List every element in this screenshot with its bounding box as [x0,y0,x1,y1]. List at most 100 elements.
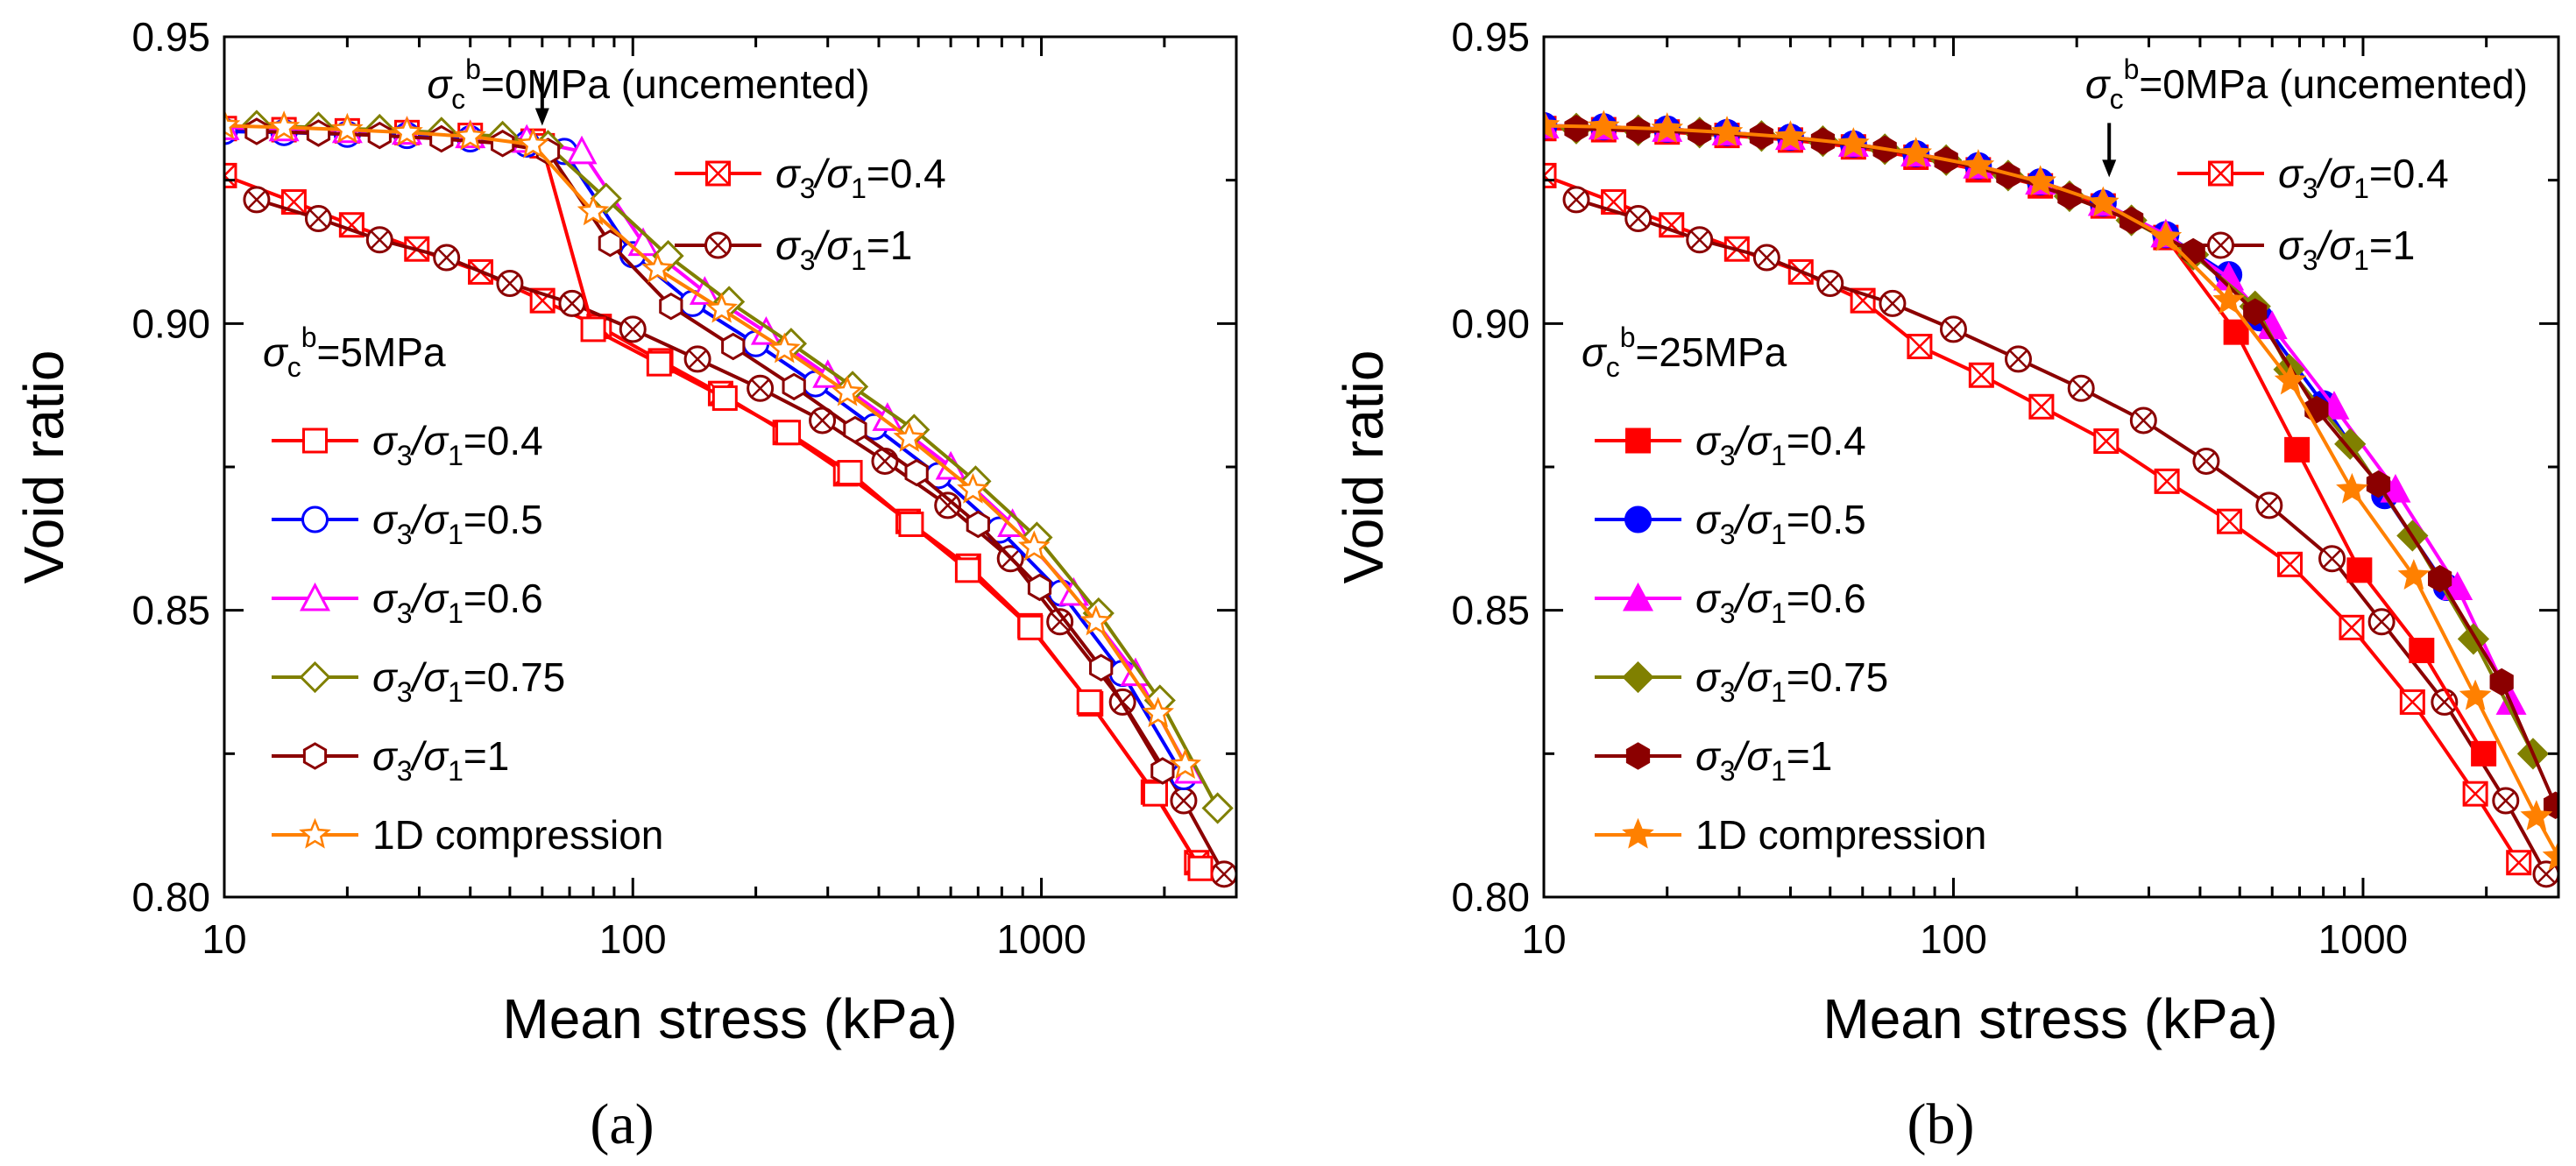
legend-uncemented-s3-s1-1: σ3/σ1=1 [675,223,912,276]
x-tick-label: 1000 [2318,916,2408,962]
series-cemented-s3-s1-1-point [1626,116,1651,145]
series-cemented-s3-s1-1-point [782,372,806,401]
series-cemented-s3-s1-0-6-point [566,135,598,165]
y-tick-label: 0.80 [131,874,210,920]
legend-uncemented-s3-s1-0-4-swatch-marker-cross [2208,161,2233,186]
legend-cemented-1d-compression: 1D compression [1595,812,1986,858]
series-cemented-1d-compression [1544,109,2558,871]
series-uncemented-s3-s1-0-4-point-cross [1544,163,1556,188]
series-cemented-1d-compression-point [1774,120,1807,152]
legend-uncemented-s3-s1-1-swatch-marker-cross [2211,236,2231,255]
series-cemented-1d-compression-point [331,112,364,144]
legend-cemented-s3-s1-1: σ3/σ1=1 [272,733,509,787]
series-cemented-s3-s1-1-point [1089,654,1114,682]
y-tick-label: 0.85 [131,588,210,633]
series-uncemented-s3-s1-1-point-cross [308,208,329,229]
series-cemented-1d-compression-point [1079,604,1113,636]
x-tick-label: 10 [1521,916,1566,962]
legend-cemented-s3-s1-1-swatch-marker [1625,742,1651,770]
series-uncemented-s3-s1-1-point-cross [1173,791,1193,810]
series-uncemented-s3-s1-0-4-point-cross [2339,615,2364,640]
panel-label-b: (b) [1907,1092,1975,1156]
series-cemented-s3-s1-0-4-point [580,316,606,343]
series-uncemented-s3-s1-1-point-cross [1214,864,1234,884]
series-uncemented-s3-s1-0-4 [1544,162,2532,876]
series-cemented-s3-s1-0-4-point [954,557,980,583]
legend-cemented-s3-s1-0-6-label: σ3/σ1=0.6 [372,576,543,629]
series-uncemented-s3-s1-1-point-cross [436,248,456,268]
series-cemented-s3-s1-1-point [1564,115,1589,143]
series-cemented-s3-s1-0-4-point [1143,781,1169,807]
series-uncemented-s3-s1-1-point-cross [2008,349,2028,369]
series-uncemented-s3-s1-1-point-cross [1820,273,1840,293]
series-cemented-s3-s1-1-point [2427,564,2452,593]
series-uncemented-s3-s1-1-point-cross [1943,319,1964,339]
legend-title-cemented: σcb=5MPa [263,322,446,383]
series-cemented-s3-s1-1-point [843,415,867,444]
series-cemented-1d-compression-point [831,375,864,406]
series-cemented-1d-compression-point [454,119,487,151]
series-cemented-s3-s1-1-point [244,117,269,145]
series-uncemented-s3-s1-1-point-cross [562,293,582,314]
series-uncemented-s3-s1-1 [243,186,1236,888]
legend-cemented-s3-s1-0-5: σ3/σ1=0.5 [272,497,543,550]
series-uncemented-s3-s1-1-point-cross [688,349,708,369]
series-cemented-s3-s1-0-6-point [2442,571,2473,600]
series-cemented-s3-s1-0-4-point [2409,637,2435,663]
legend-cemented-1d-compression-swatch-marker [299,817,331,849]
series-uncemented-s3-s1-1-point-cross [1628,208,1648,229]
series-cemented-s3-s1-1-point [367,121,392,150]
series-cemented-s3-s1-0-4-point [1187,855,1214,881]
series-cemented-s3-s1-0-4-point [646,350,672,377]
series-cemented-s3-s1-1-point [1027,573,1052,602]
x-axis-label-a: Mean stress (kPa) [502,987,957,1050]
series-cemented-s3-s1-0-4-point [837,460,863,486]
series-cemented-s3-s1-0-4-point [1017,614,1044,640]
legend-cemented-s3-s1-0-75: σ3/σ1=0.75 [272,654,565,708]
legend-cemented-s3-s1-0-6-swatch-marker [1622,582,1654,611]
legend-cemented-s3-s1-0-6: σ3/σ1=0.6 [1595,576,1866,629]
y-tick-label: 0.90 [1451,300,1530,346]
series-cemented-1d-compression-point [517,127,549,159]
series-uncemented-s3-s1-0-4-point-cross [2155,469,2179,494]
series-cemented-s3-s1-0-4-point [898,511,924,537]
legend-cemented-s3-s1-0-5-label: σ3/σ1=0.5 [372,497,543,550]
series-cemented-1d-compression-point [705,292,738,323]
series-cemented-s3-s1-0-75-point [590,182,622,215]
legend-cemented-s3-s1-0-75-swatch-marker [299,661,331,694]
legend-cemented-s3-s1-0-4-swatch-marker [1625,428,1651,454]
series-cemented-s3-s1-1-point [1150,757,1175,785]
legend-uncemented-s3-s1-1-swatch-marker-cross [708,236,728,255]
legend-cemented-s3-s1-0-4: σ3/σ1=0.4 [272,418,543,471]
legend-cemented-s3-s1-0-6-swatch-marker [299,582,331,611]
series-uncemented-s3-s1-0-4-point-cross [2400,689,2425,715]
series-uncemented-s3-s1-0-4-point-cross [2277,552,2303,577]
legend-title-uncemented: σcb=0MPa (uncemented) [2085,53,2528,115]
legend-uncemented-s3-s1-0-4-label: σ3/σ1=0.4 [2278,151,2449,204]
legend-cemented-1d-compression: 1D compression [272,812,663,858]
series-uncemented-s3-s1-1-point-cross [2259,495,2279,515]
legend-cemented-s3-s1-1: σ3/σ1=1 [1595,733,1832,787]
series-cemented-s3-s1-1-point [2366,470,2391,498]
yield-arrow [2102,123,2117,178]
series-cemented-1d-compression [224,109,1202,780]
series-uncemented-s3-s1-1-point-cross [623,319,643,339]
series-cemented-s3-s1-0-4-point [1076,689,1102,715]
series-cemented-s3-s1-0-4-point [711,385,738,411]
series-uncemented-s3-s1-0-4-line [224,173,1199,864]
series-cemented-s3-s1-0-6-line [224,125,1191,772]
legend-cemented-s3-s1-0-5-swatch-marker [301,505,329,534]
y-tick-label: 0.95 [1451,14,1530,60]
legend-title-uncemented: σcb=0MPa (uncemented) [427,53,869,115]
series-cemented-1d-compression-point [1169,748,1202,780]
y-tick-label: 0.95 [131,14,210,60]
series-cemented-s3-s1-0-75 [240,110,1234,824]
series-uncemented-s3-s1-0-4-point-cross [1907,334,1932,359]
series-cemented-1d-compression-point [641,251,674,283]
legend-cemented-1d-compression-label: 1D compression [1695,812,1986,858]
series-cemented-s3-s1-1-point [721,332,746,361]
legend-cemented-s3-s1-0-4: σ3/σ1=0.4 [1595,418,1866,471]
legend-cemented-s3-s1-0-6-label: σ3/σ1=0.6 [1695,576,1866,629]
legend-uncemented-s3-s1-1-label: σ3/σ1=1 [2278,223,2415,276]
